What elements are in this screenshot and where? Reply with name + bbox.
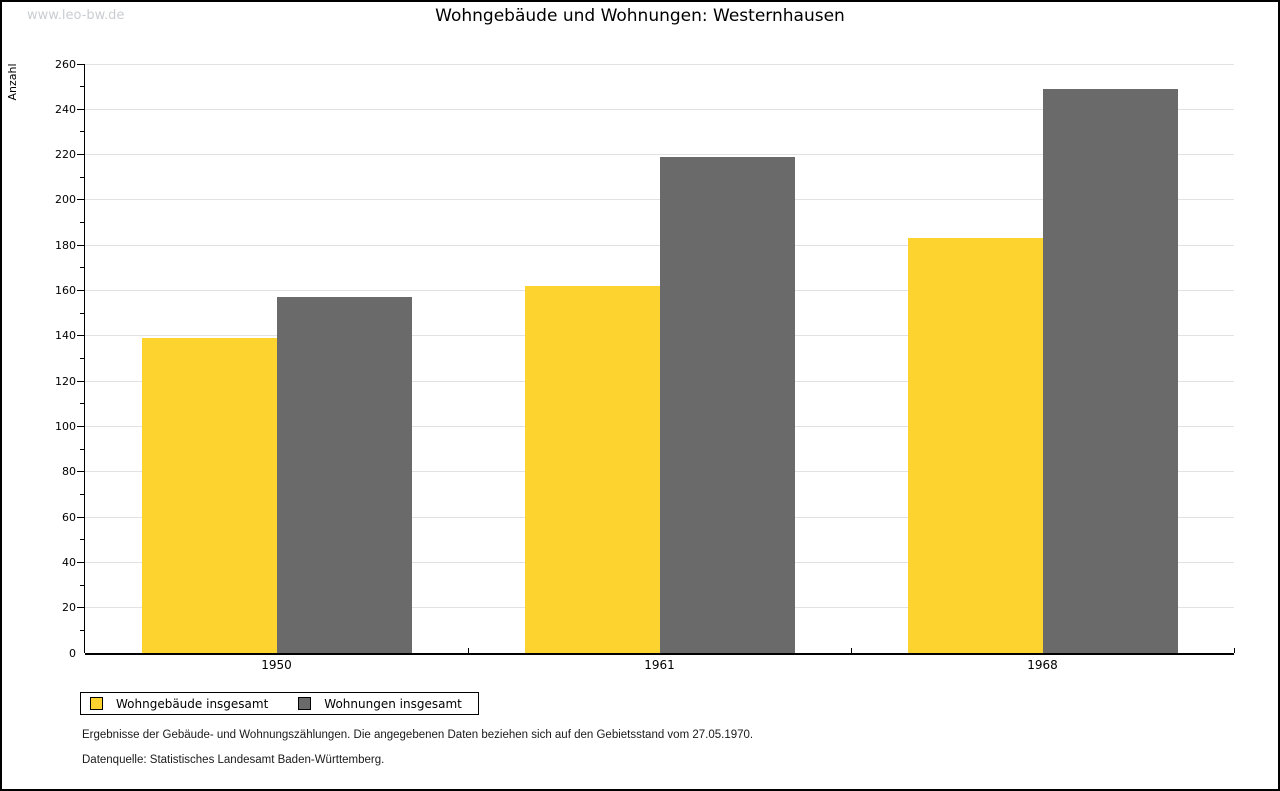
y-tick-label-120: 120 — [55, 374, 76, 388]
x-tick-label-1968: 1968 — [1027, 658, 1058, 672]
y-tick-label-0: 0 — [69, 646, 76, 660]
y-tick-120 — [77, 380, 84, 382]
legend-item-1: Wohnungen insgesamt — [298, 697, 462, 711]
y-tick-240 — [77, 108, 84, 110]
bar-1968-series-1 — [1042, 88, 1178, 653]
y-tick-230 — [80, 131, 84, 133]
y-tick-170 — [80, 267, 84, 269]
y-tick-140 — [77, 335, 84, 337]
y-axis-title: Anzahl — [6, 63, 19, 101]
gridline-220 — [85, 154, 1234, 156]
x-tick-label-1950: 1950 — [261, 658, 292, 672]
y-tick-30 — [80, 584, 84, 586]
y-tick-130 — [80, 358, 84, 359]
bar-1961-series-0 — [524, 286, 660, 653]
chart-title: Wohngebäude und Wohnungen: Westernhausen — [435, 6, 845, 26]
y-tick-150 — [80, 312, 84, 314]
gridline-260 — [85, 63, 1234, 65]
y-tick-100 — [77, 425, 84, 427]
y-tick-90 — [80, 448, 84, 450]
y-tick-60 — [77, 516, 84, 518]
x-axis-line — [85, 653, 1234, 655]
y-tick-label-160: 160 — [55, 284, 76, 298]
y-tick-40 — [77, 561, 84, 563]
y-axis-line — [84, 64, 85, 653]
legend-label-0: Wohngebäude insgesamt — [116, 696, 269, 711]
y-tick-label-60: 60 — [62, 510, 76, 524]
bar-1950-series-0 — [141, 338, 277, 653]
y-tick-210 — [80, 176, 84, 178]
legend-swatch-1 — [298, 697, 312, 710]
y-tick-200 — [77, 199, 84, 201]
bar-1950-series-1 — [276, 297, 412, 653]
legend-label-1: Wohnungen insgesamt — [324, 696, 462, 711]
y-tick-label-200: 200 — [55, 193, 76, 207]
legend-item-0: Wohngebäude insgesamt — [90, 697, 268, 711]
x-tick-label-1961: 1961 — [644, 658, 675, 672]
y-tick-260 — [77, 63, 84, 65]
y-tick-20 — [77, 607, 84, 609]
footnote-line-1: Ergebnisse der Gebäude- und Wohnungszähl… — [82, 729, 754, 741]
y-tick-label-240: 240 — [55, 102, 76, 116]
y-tick-label-20: 20 — [62, 601, 76, 615]
legend: Wohngebäude insgesamt Wohnungen insgesamt — [80, 692, 479, 715]
y-tick-label-100: 100 — [55, 419, 76, 433]
y-tick-250 — [80, 86, 84, 88]
y-tick-10 — [80, 629, 84, 631]
x-boundary-tick-2 — [851, 648, 852, 653]
x-boundary-tick-3 — [1234, 648, 1235, 653]
bar-1968-series-0 — [907, 238, 1043, 653]
bar-1961-series-1 — [659, 156, 795, 653]
y-tick-70 — [80, 493, 84, 495]
y-tick-label-140: 140 — [55, 329, 76, 343]
y-tick-220 — [77, 154, 84, 156]
y-tick-label-80: 80 — [62, 465, 76, 479]
y-tick-label-180: 180 — [55, 238, 76, 252]
x-boundary-tick-1 — [468, 648, 469, 653]
y-tick-190 — [80, 222, 84, 224]
y-tick-50 — [80, 539, 84, 541]
legend-swatch-0 — [90, 697, 103, 710]
y-tick-label-260: 260 — [55, 57, 76, 71]
watermark: www.leo-bw.de — [27, 8, 125, 23]
y-tick-160 — [77, 290, 84, 292]
y-tick-180 — [77, 244, 84, 246]
y-tick-80 — [77, 471, 84, 473]
y-tick-110 — [80, 403, 84, 405]
y-tick-label-40: 40 — [62, 555, 76, 569]
footnote-line-2: Datenquelle: Statistisches Landesamt Bad… — [82, 754, 385, 766]
y-tick-label-220: 220 — [55, 148, 76, 162]
gridline-240 — [85, 108, 1234, 110]
